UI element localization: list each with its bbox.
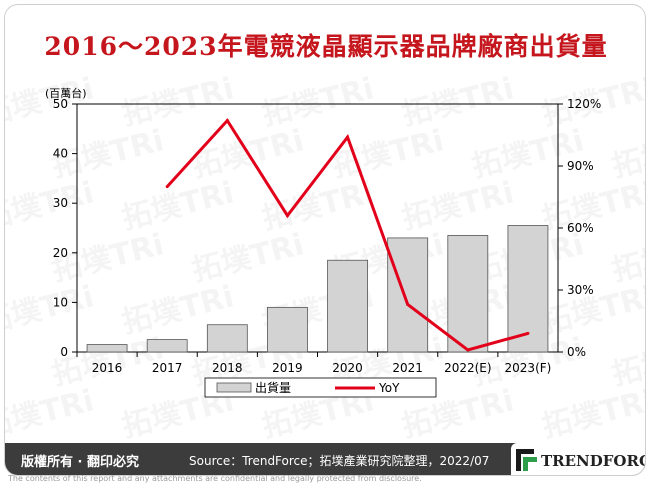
right-axis-tick-label: 60% [567, 221, 594, 235]
trendforce-logo-mark-icon [516, 449, 537, 471]
bar-2017 [146, 339, 188, 353]
x-axis-tick-label: 2016 [92, 361, 123, 375]
yoy-point-2023(F) [526, 331, 530, 335]
legend-box [204, 377, 437, 398]
trendforce-logo-text: TRENDFORCE [541, 452, 645, 470]
x-axis-tick-label: 2023(F) [505, 361, 552, 375]
left-axis-tick-label: 20 [53, 246, 68, 260]
left-axis-tick-label: 50 [53, 97, 68, 111]
watermark-text: 拓墣TRi [608, 331, 646, 393]
yoy-point-2022(E) [466, 348, 470, 352]
bar-2022(E) [447, 235, 489, 353]
bar-2021 [387, 237, 429, 353]
watermark-text: 拓墣TRi [608, 227, 646, 289]
watermark-text: 拓墣TRi [5, 279, 97, 341]
page-title: 2016～2023年電競液晶顯示器品牌廠商出貨量 [44, 32, 608, 61]
left-axis-tick-label: 40 [53, 147, 68, 161]
right-axis-tick-label: 90% [567, 159, 594, 173]
disclaimer: The contents of this report and any atta… [8, 474, 422, 483]
watermark-text: 拓墣TRi [5, 383, 97, 441]
watermark-text: 拓墣TRi [258, 71, 377, 133]
yoy-point-2021 [406, 302, 410, 306]
left-axis-tick-label: 10 [53, 295, 68, 309]
yoy-point-2018 [225, 119, 229, 123]
right-axis-tick-label: 0% [567, 345, 586, 359]
bar-2019 [267, 306, 308, 353]
legend-line-label: YoY [378, 381, 400, 395]
legend-bar-label: 出貨量 [255, 380, 291, 395]
watermark-text: 拓墣TRi [188, 227, 307, 289]
watermark-text: 拓墣TRi [118, 71, 237, 133]
watermark-text: 拓墣TRi [398, 175, 517, 237]
left-axis-unit-label: (百萬台) [45, 86, 87, 100]
watermark-text: 拓墣TRi [118, 175, 237, 237]
right-axis-tick-label: 30% [567, 283, 594, 297]
x-axis-tick-label: 2018 [212, 361, 243, 375]
yoy-point-2020 [346, 135, 350, 139]
x-axis-tick-label: 2017 [152, 361, 183, 375]
watermark-text: 拓墣TRi [258, 175, 377, 237]
x-axis-tick-label: 2021 [392, 361, 423, 375]
footer-bar: 版權所有 · 翻印必究 Source：TrendForce；拓墣產業研究院整理，… [5, 443, 645, 475]
watermark-text: 拓墣TRi [468, 123, 587, 185]
left-axis-tick-label: 30 [53, 196, 68, 210]
yoy-point-2017 [165, 185, 169, 189]
watermark-text: 拓墣TRi [5, 175, 97, 237]
bar-2023(F) [507, 225, 549, 353]
watermark-text: 拓墣TRi [328, 123, 447, 185]
legend-bar-swatch [216, 382, 252, 393]
x-axis-tick-label: 2020 [332, 361, 363, 375]
left-axis-tick-label: 0 [60, 345, 68, 359]
watermark-text: 拓墣TRi [398, 71, 517, 133]
bar-2016 [86, 344, 128, 353]
watermark-text: 拓墣TRi [5, 71, 97, 133]
bar-2018 [206, 324, 248, 353]
x-axis-tick-label: 2022(E) [444, 361, 491, 375]
yoy-point-2019 [285, 214, 289, 218]
trendforce-logo: TRENDFORCE [511, 443, 645, 475]
bar-2020 [327, 259, 368, 353]
x-axis-tick-label: 2019 [272, 361, 303, 375]
watermark-text: 拓墣TRi [608, 123, 646, 185]
watermark-text: 拓墣TRi [538, 383, 646, 441]
source-note: Source：TrendForce；拓墣產業研究院整理，2022/07 [189, 454, 490, 468]
slide-frame: 2016～2023年電競液晶顯示器品牌廠商出貨量 拓墣TRi 拓墣TRi 拓墣TRi… [4, 4, 646, 476]
copyright-notice: 版權所有 · 翻印必究 [21, 455, 139, 470]
right-axis-tick-label: 120% [567, 97, 601, 111]
